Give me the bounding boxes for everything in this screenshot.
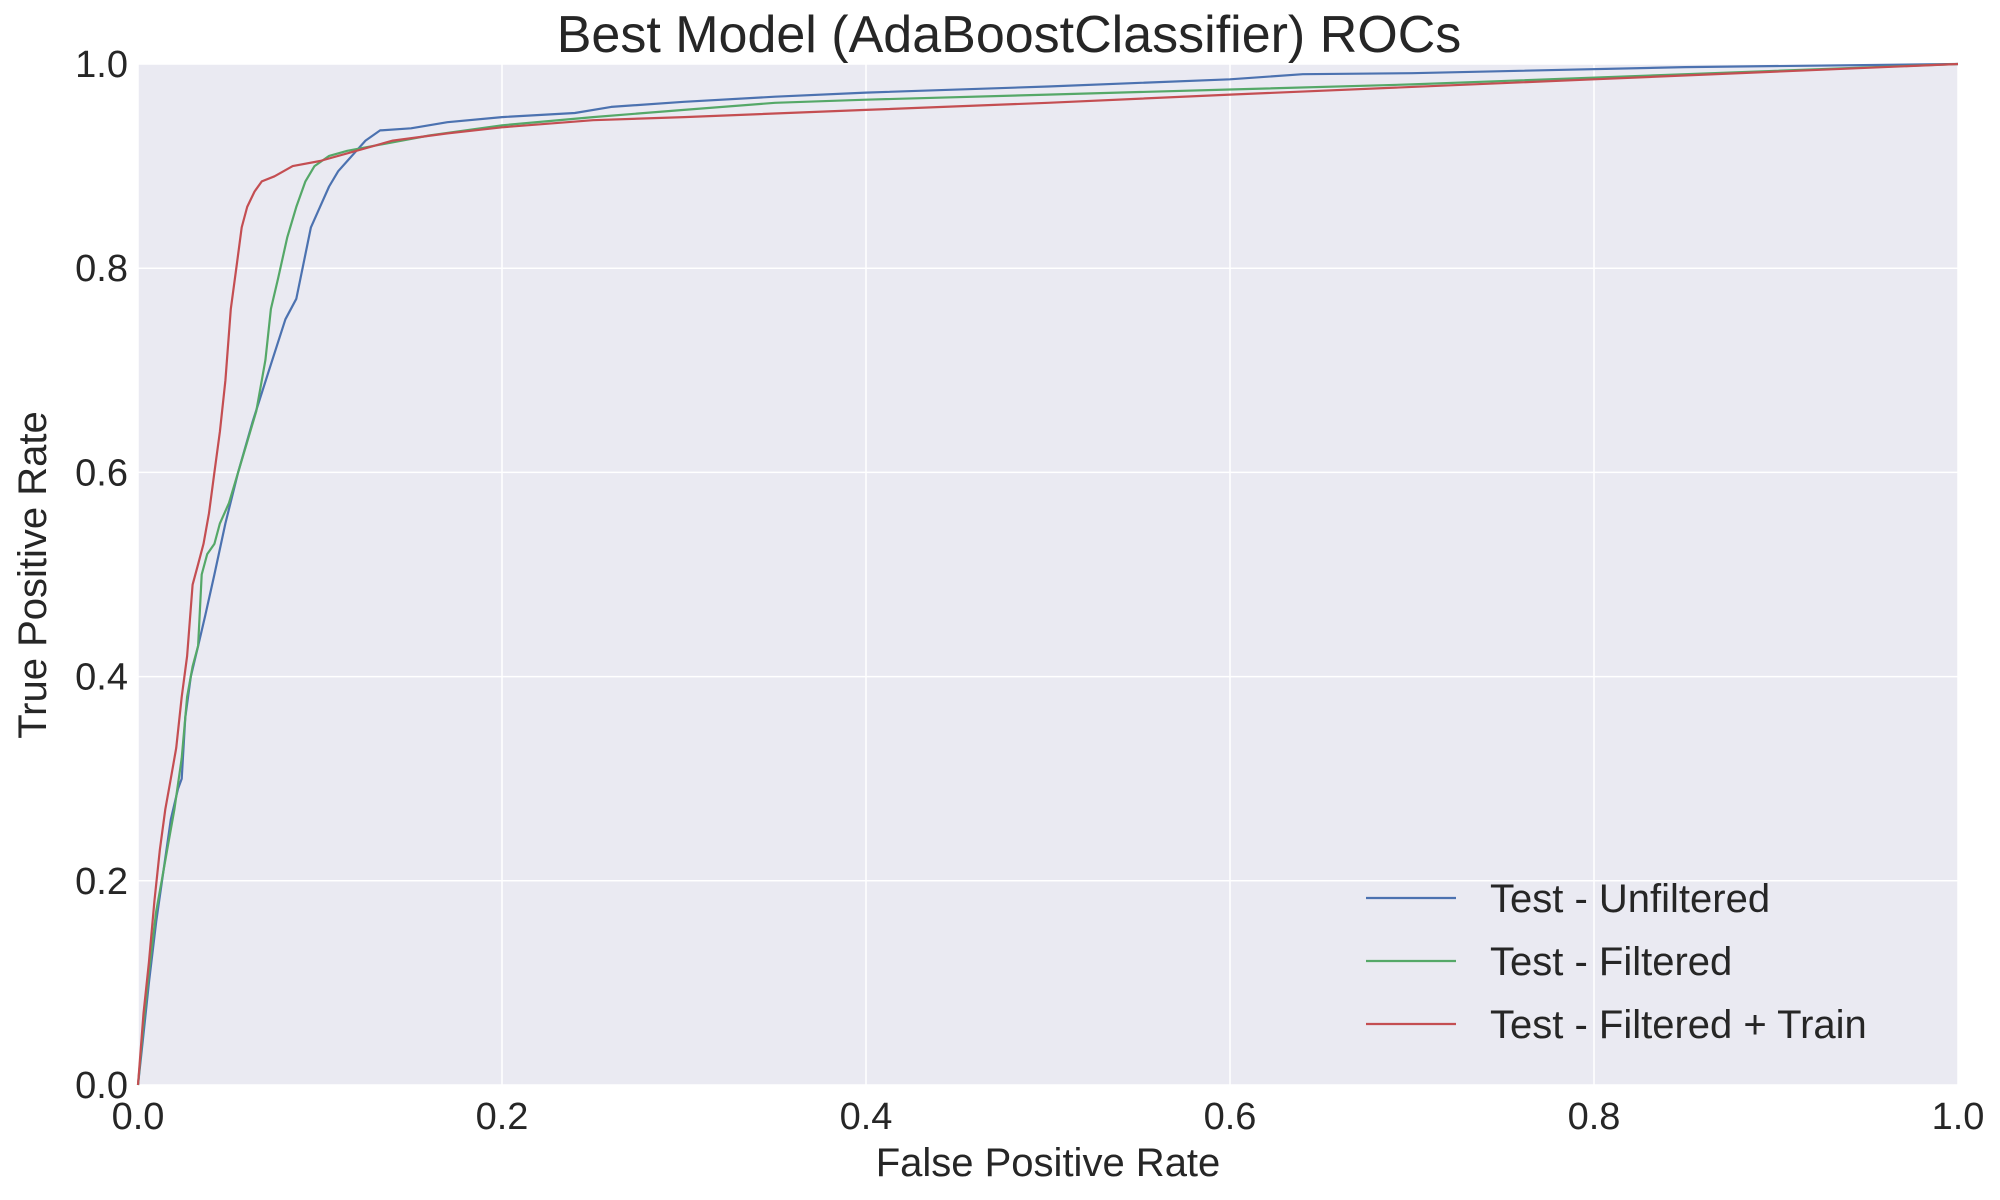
- legend: Test - Unfiltered Test - Filtered Test - F…: [1366, 877, 1867, 1047]
- y-tick-label: 0.2: [75, 861, 128, 903]
- x-axis-ticks: 0.0 0.2 0.4 0.6 0.8 1.0: [112, 1096, 1985, 1138]
- legend-label-2: Test - Filtered: [1490, 940, 1732, 984]
- x-axis-label: False Positive Rate: [876, 1141, 1221, 1185]
- y-axis-ticks: 0.0 0.2 0.4 0.6 0.8 1.0: [75, 44, 128, 1107]
- y-tick-label: 1.0: [75, 44, 128, 86]
- gridlines: [137, 63, 1959, 1086]
- y-tick-label: 0.4: [75, 657, 128, 699]
- chart-title: Best Model (AdaBoostClassifier) ROCs: [557, 6, 1462, 64]
- legend-label-1: Test - Unfiltered: [1490, 877, 1770, 921]
- series-line-1: [136, 62, 1959, 1086]
- series-line-2: [136, 62, 1959, 1086]
- y-tick-label: 0.0: [75, 1065, 128, 1107]
- x-tick-label: 0.8: [1568, 1096, 1621, 1138]
- x-tick-label: 0.6: [1204, 1096, 1257, 1138]
- x-tick-label: 0.0: [112, 1096, 165, 1138]
- series-lines: [136, 62, 1959, 1086]
- y-tick-label: 0.8: [75, 248, 128, 290]
- series-line-3: [136, 62, 1959, 1086]
- x-tick-label: 1.0: [1932, 1096, 1985, 1138]
- plot-area: [138, 64, 1958, 1085]
- x-tick-label: 0.4: [840, 1096, 893, 1138]
- x-tick-label: 0.2: [476, 1096, 529, 1138]
- y-axis-label: True Positive Rate: [11, 411, 55, 739]
- y-tick-label: 0.6: [75, 452, 128, 494]
- legend-label-3: Test - Filtered + Train: [1490, 1003, 1867, 1047]
